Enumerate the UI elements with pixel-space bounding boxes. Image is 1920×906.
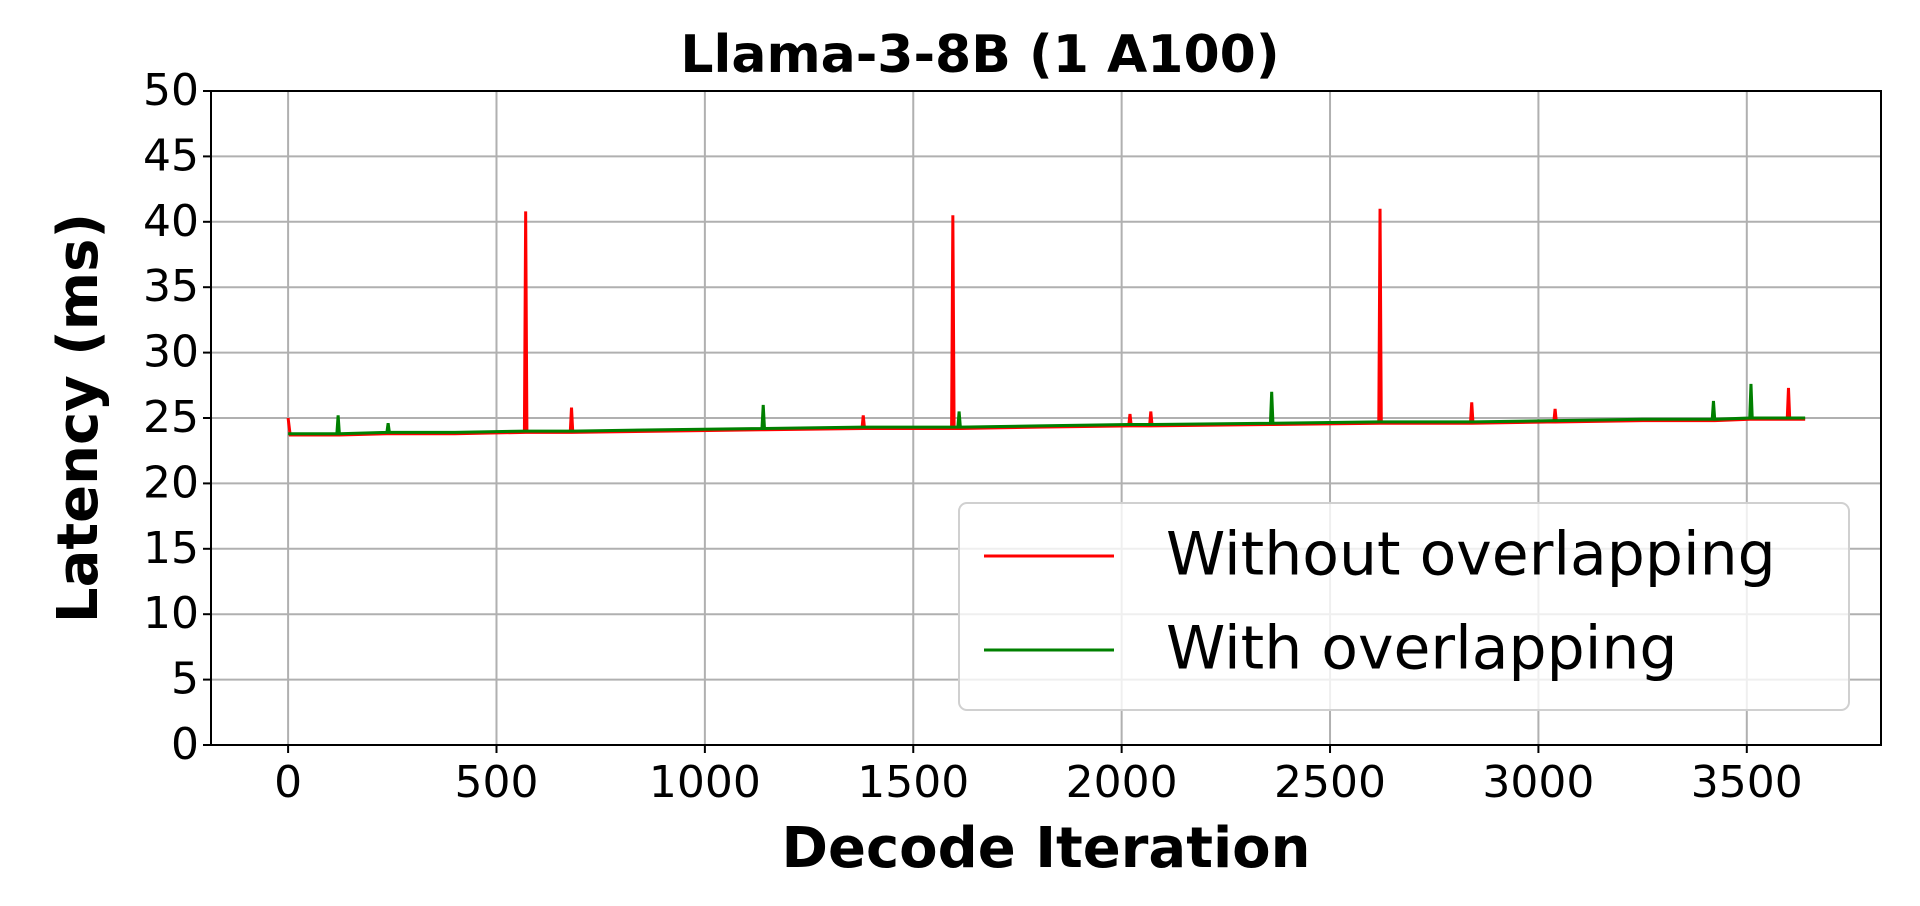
- x-tick-label: 3500: [1691, 757, 1803, 808]
- x-axis-label: Decode Iteration: [782, 816, 1311, 881]
- series-line: [286, 208, 1806, 437]
- y-tick-label: 30: [143, 327, 199, 378]
- plot-frame: [210, 90, 1882, 746]
- y-tick-label: 10: [143, 588, 199, 639]
- y-tick-label: 25: [143, 392, 199, 443]
- x-tick-label: 1500: [857, 757, 969, 808]
- y-tick-label: 20: [143, 457, 199, 508]
- y-tick-label: 15: [143, 523, 199, 574]
- x-tick-label: 2000: [1066, 757, 1178, 808]
- legend-box: [958, 502, 1850, 711]
- series-line: [288, 383, 1806, 436]
- y-tick-label: 45: [143, 130, 199, 181]
- x-tick-label: 0: [274, 757, 302, 808]
- legend: Without overlapping With overlapping: [958, 502, 1850, 711]
- y-tick-label: 50: [143, 65, 199, 116]
- y-axis-label: Latency (ms): [46, 213, 111, 623]
- x-tick-label: 500: [454, 757, 538, 808]
- y-tick-label: 40: [143, 196, 199, 247]
- y-tick-label: 0: [171, 719, 199, 770]
- y-tick-label: 35: [143, 261, 199, 312]
- y-tick-label: 5: [171, 654, 199, 705]
- x-tick-label: 3000: [1482, 757, 1594, 808]
- legend-label: Without overlapping: [1166, 520, 1776, 590]
- x-tick-label: 1000: [649, 757, 761, 808]
- chart-title: Llama-3-8B (1 A100): [680, 25, 1279, 85]
- x-tick-label: 2500: [1274, 757, 1386, 808]
- legend-label: With overlapping: [1166, 614, 1678, 684]
